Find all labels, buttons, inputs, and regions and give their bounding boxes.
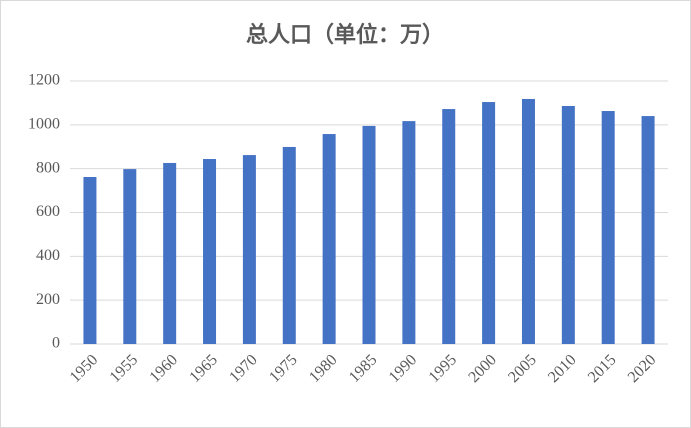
- bar: [482, 102, 496, 344]
- bar: [641, 116, 655, 344]
- bar: [203, 159, 217, 344]
- bar: [402, 121, 416, 344]
- bar: [322, 134, 336, 344]
- bar: [601, 111, 615, 344]
- y-tick-label: 600: [36, 203, 60, 220]
- bar: [83, 176, 97, 344]
- bar: [123, 169, 137, 344]
- y-tick-label: 800: [36, 159, 60, 176]
- y-tick-label: 0: [52, 335, 60, 352]
- bar: [442, 109, 456, 344]
- y-tick-label: 1000: [28, 116, 60, 133]
- bar: [561, 105, 575, 344]
- chart-title: 总人口（单位：万）: [246, 22, 444, 48]
- bar: [521, 98, 535, 344]
- y-tick-label: 400: [36, 247, 60, 264]
- y-tick-label: 200: [36, 291, 60, 308]
- bar: [242, 155, 256, 344]
- y-tick-label: 1200: [28, 72, 60, 89]
- bar: [163, 162, 177, 344]
- bar: [362, 125, 376, 344]
- bar: [282, 146, 296, 344]
